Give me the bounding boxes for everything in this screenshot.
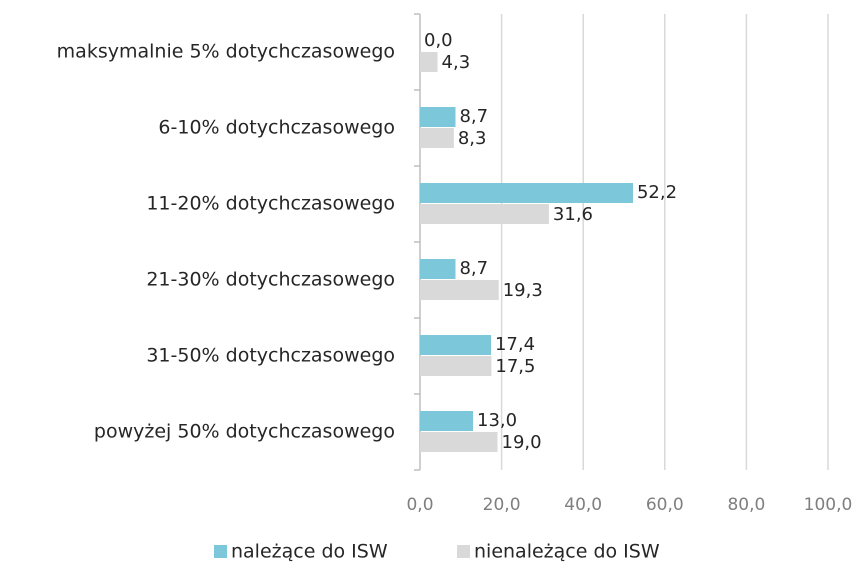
bar bbox=[420, 128, 454, 148]
x-tick-label: 80,0 bbox=[727, 495, 765, 515]
value-label: 52,2 bbox=[637, 182, 677, 203]
bar bbox=[420, 183, 633, 203]
bar bbox=[420, 52, 438, 72]
value-label: 8,7 bbox=[459, 106, 488, 127]
bar bbox=[420, 204, 549, 224]
bar bbox=[420, 356, 492, 376]
value-label: 19,3 bbox=[503, 280, 543, 301]
legend-swatch bbox=[457, 545, 470, 558]
bar bbox=[420, 335, 491, 355]
value-label: 17,4 bbox=[495, 334, 535, 355]
category-label: 6-10% dotychczasowego bbox=[158, 117, 395, 139]
category-label: powyżej 50% dotychczasowego bbox=[94, 421, 395, 443]
category-label: 21-30% dotychczasowego bbox=[146, 269, 395, 291]
value-label: 13,0 bbox=[477, 410, 517, 431]
x-tick-label: 100,0 bbox=[804, 495, 853, 515]
category-label: 31-50% dotychczasowego bbox=[146, 345, 395, 367]
value-label: 17,5 bbox=[495, 356, 535, 377]
legend-label: nienależące do ISW bbox=[474, 541, 660, 563]
legend-swatch bbox=[214, 545, 227, 558]
value-label: 0,0 bbox=[424, 30, 453, 51]
bar bbox=[420, 432, 498, 452]
bar bbox=[420, 280, 499, 300]
value-label: 31,6 bbox=[553, 204, 593, 225]
x-tick-label: 60,0 bbox=[646, 495, 684, 515]
x-tick-label: 20,0 bbox=[483, 495, 521, 515]
value-label: 4,3 bbox=[442, 52, 471, 73]
bar bbox=[420, 107, 456, 127]
bar bbox=[420, 259, 456, 279]
x-tick-label: 0,0 bbox=[406, 495, 433, 515]
category-label: 11-20% dotychczasowego bbox=[146, 193, 395, 215]
value-label: 8,3 bbox=[458, 128, 487, 149]
legend-label: należące do ISW bbox=[231, 541, 388, 563]
category-label: maksymalnie 5% dotychczasowego bbox=[57, 41, 395, 63]
x-tick-label: 40,0 bbox=[564, 495, 602, 515]
value-label: 19,0 bbox=[502, 432, 542, 453]
value-label: 8,7 bbox=[459, 258, 488, 279]
bar bbox=[420, 411, 474, 431]
